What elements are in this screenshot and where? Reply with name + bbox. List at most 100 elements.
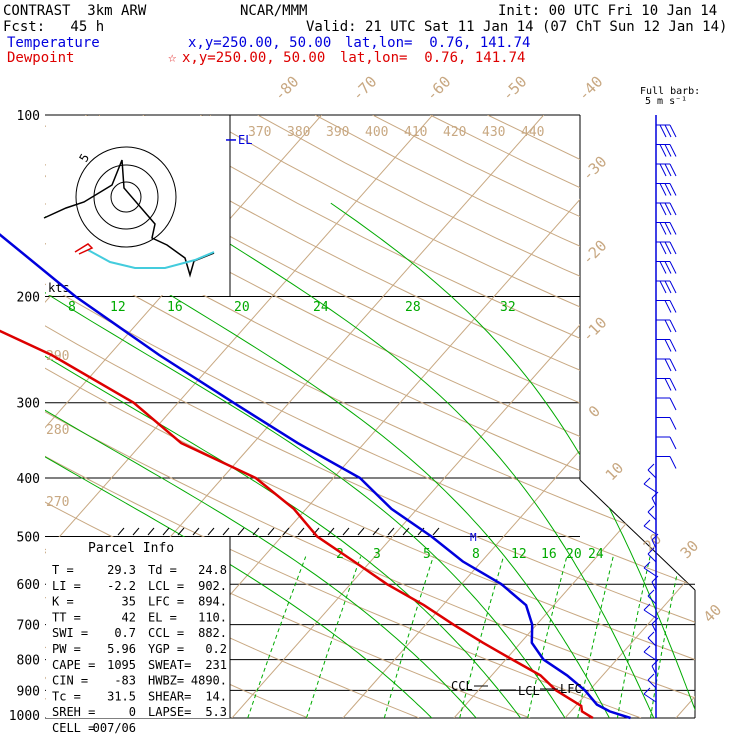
mixing-ratio-line	[459, 556, 504, 718]
wind-barb-flag	[664, 358, 672, 372]
parcel-field-value: 5.3	[205, 705, 227, 719]
hatch-mark	[252, 527, 260, 536]
isotherm-line	[675, 115, 695, 718]
wind-barb-flag	[669, 163, 677, 177]
wind-barb-flag	[651, 575, 659, 583]
wind-barb-stem	[647, 679, 657, 689]
wind-barb-flag	[664, 202, 672, 216]
mixing-ratio-label: 20	[566, 547, 582, 562]
parcel-box-bg	[46, 537, 230, 718]
mixing-ratio-label: 3	[373, 547, 381, 562]
header-center: NCAR/MMM	[240, 3, 308, 19]
wind-barb-flag	[664, 378, 672, 391]
parcel-field-label: Tc =	[52, 689, 81, 703]
dry-adiabat-line	[45, 115, 695, 718]
parcel-field-value: 0.2	[205, 642, 227, 656]
moist-adiabat-line	[45, 202, 433, 718]
pressure-tick-label: 900	[17, 684, 40, 699]
wind-barb-stem	[643, 525, 657, 535]
parcel-field-value: 0	[129, 705, 136, 719]
header-valid: Valid: 21 UTC Sat 11 Jan 14 (07 ChT Sun …	[306, 19, 728, 35]
pressure-tick-label: 300	[17, 397, 40, 412]
moist-adiabat-line	[330, 202, 695, 718]
isotherm-label: -40	[575, 73, 607, 105]
wind-barb-flag	[659, 124, 667, 138]
wind-barb-stem	[643, 693, 657, 703]
dry-adiabat-line	[85, 115, 695, 718]
parcel-field-label: LAPSE=	[148, 705, 191, 719]
dew-legend-xy: x,y=250.00, 50.00	[182, 50, 326, 66]
wind-barb-flag	[669, 124, 677, 138]
pressure-tick-label: 200	[17, 291, 40, 306]
isotherm-line	[342, 115, 695, 718]
wind-barb-flag	[659, 241, 667, 255]
theta-label: 270	[46, 495, 69, 510]
wind-barb-flag	[647, 463, 655, 471]
isotherm-line	[45, 115, 434, 718]
wind-barb-stem	[647, 511, 657, 521]
parcel-field-value: 42	[122, 610, 136, 624]
parcel-field-label: CAPE =	[52, 658, 95, 672]
moist-adiabat-label: 16	[167, 300, 183, 315]
parcel-field-label: LFC =	[148, 595, 184, 609]
dry-adiabat-line	[45, 115, 642, 718]
pressure-tick-label: 100	[17, 109, 40, 124]
isotherm-label: 20	[640, 530, 666, 556]
wind-barb-flag	[647, 547, 655, 555]
hatch-mark	[207, 527, 215, 536]
wind-barb-flag	[664, 241, 672, 255]
parcel-info-title: Parcel Info	[88, 541, 174, 556]
wind-barb-stem	[643, 651, 657, 661]
dew-legend-marker: ☆	[168, 50, 177, 66]
dry-adiabat-line	[45, 115, 695, 718]
parcel-field-label: SWI =	[52, 626, 88, 640]
parcel-field-label: EL =	[148, 610, 177, 624]
isotherm-label: -20	[579, 237, 611, 269]
isotherm-label: 10	[602, 459, 628, 485]
wind-barb-stem	[647, 553, 657, 563]
isotherm-label: 40	[700, 601, 726, 627]
dry-adiabat-line	[314, 115, 695, 718]
theta-label: 430	[482, 125, 505, 140]
hatch-mark	[357, 527, 365, 536]
pressure-tick-label: 500	[17, 530, 40, 545]
wind-barb-stem	[651, 497, 657, 507]
wind-barb-stem	[643, 567, 657, 577]
wind-barb-flag	[659, 261, 667, 274]
wind-barb-flag	[643, 645, 651, 653]
pressure-tick-label: 1000	[9, 709, 40, 724]
hatch-mark	[237, 527, 245, 536]
temperature-profile	[0, 233, 631, 720]
wind-barb-flag	[664, 163, 672, 177]
hatch-mark	[387, 527, 395, 536]
theta-label: 420	[443, 125, 466, 140]
parcel-field-value: 31.5	[107, 689, 136, 703]
wind-barb-flag	[643, 687, 651, 695]
pressure-tick-label: 400	[17, 472, 40, 487]
hodograph-shear-trace	[87, 249, 215, 269]
wind-barb-stem	[643, 483, 657, 493]
mixing-ratio-line	[247, 556, 307, 718]
hatch-mark	[267, 527, 275, 536]
hatch-mark	[147, 527, 155, 536]
plot-edge-diagonal	[579, 479, 696, 591]
wind-barb-stem	[651, 581, 657, 591]
pressure-tick-label: 600	[17, 578, 40, 593]
hatch-mark	[432, 527, 440, 536]
wind-barb-flag	[664, 319, 672, 333]
mixing-ratio-line	[577, 556, 614, 718]
wind-barb-flag	[669, 202, 677, 216]
wind-barb-flag	[664, 183, 672, 196]
wind-barb-flag	[664, 339, 672, 352]
wind-barb-flag	[669, 456, 677, 469]
isotherm-label: -70	[349, 73, 381, 105]
parcel-field-label: SWEAT=	[148, 658, 191, 672]
parcel-field-value: 24.8	[198, 563, 227, 577]
wind-barb-flag	[664, 300, 672, 313]
moist-adiabat-line	[45, 202, 566, 718]
pressure-tick-label: 800	[17, 654, 40, 669]
hodograph-trace	[43, 159, 215, 278]
dry-adiabat-line	[429, 115, 695, 718]
parcel-field-label: CIN =	[52, 674, 88, 688]
